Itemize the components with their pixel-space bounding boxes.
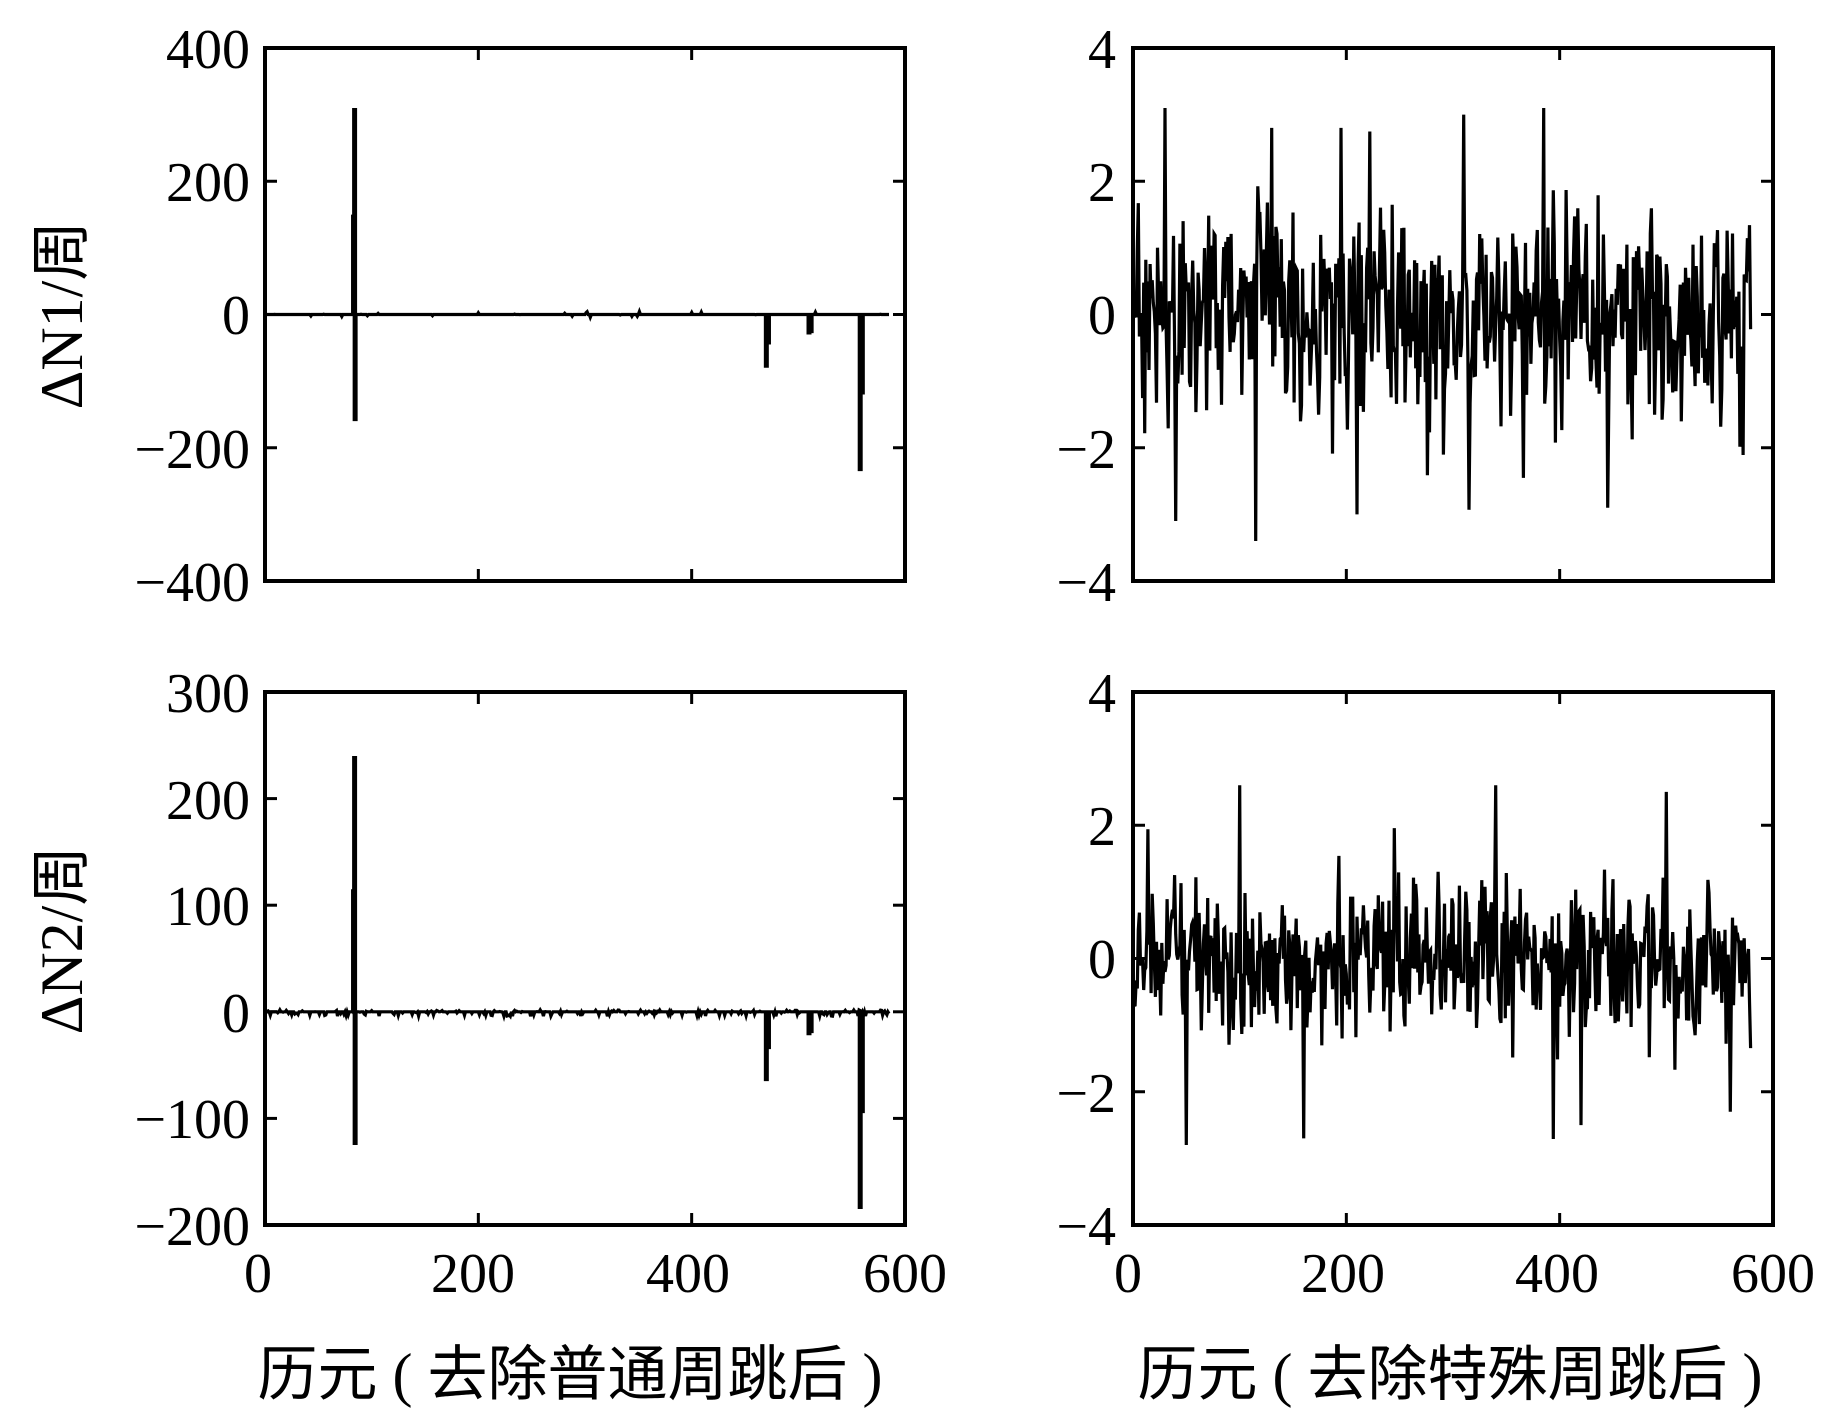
panel-bottom-left: 300 200 100 0 −100 −200 0 200 400 600 ΔN… [29, 663, 947, 1408]
y-tick-label: 2 [1088, 152, 1116, 214]
y-tick-label: −200 [134, 419, 250, 481]
x-tick-label: 600 [863, 1243, 947, 1305]
series-line [1131, 785, 1753, 1146]
x-tick-label: 200 [431, 1243, 515, 1305]
series-delta-n1-cleaned [1131, 107, 1753, 542]
y-axis-label: ΔN1/周 [29, 221, 95, 410]
series-line [263, 1005, 891, 1023]
ticks [263, 46, 907, 583]
ticks [1131, 46, 1775, 583]
x-tick-label: 600 [1731, 1243, 1815, 1305]
x-axis-label: 历元 ( 去除特殊周跳后 ) [1138, 1342, 1763, 1408]
y-axis-label: ΔN2/周 [29, 846, 95, 1035]
y-tick-label: 2 [1088, 796, 1116, 858]
series-delta-n2-raw [263, 755, 891, 1210]
x-axis-label: 历元 ( 去除普通周跳后 ) [258, 1342, 883, 1408]
y-tick-label: 0 [222, 285, 250, 347]
panel-top-right: 4 2 0 −2 −4 [1056, 19, 1775, 614]
x-tick-label: 400 [646, 1243, 730, 1305]
panel-top-left: 400 200 0 −200 −400 ΔN1/周 [29, 19, 907, 614]
y-tick-label: −400 [134, 552, 250, 614]
x-tick-label: 0 [244, 1243, 272, 1305]
x-tick-label: 200 [1301, 1243, 1385, 1305]
series-delta-n1-raw [265, 107, 889, 472]
x-tick-label: 400 [1515, 1243, 1599, 1305]
y-tick-label: 400 [166, 19, 250, 81]
x-tick-label: 0 [1114, 1243, 1142, 1305]
ticks [263, 690, 907, 1227]
y-tick-label: 200 [166, 770, 250, 832]
y-tick-label: 300 [166, 663, 250, 725]
y-tick-label: 200 [166, 152, 250, 214]
y-tick-label: 0 [1088, 285, 1116, 347]
y-tick-label: −4 [1056, 1196, 1116, 1258]
panel-bottom-right: 4 2 0 −2 −4 0 200 400 600 历元 ( 去除特殊周跳后 ) [1056, 663, 1815, 1408]
y-tick-label: −2 [1056, 419, 1116, 481]
series-delta-n2-cleaned [1131, 785, 1753, 1146]
y-tick-label: −100 [134, 1089, 250, 1151]
y-tick-label: −2 [1056, 1063, 1116, 1125]
ticks [1131, 690, 1775, 1227]
axes-frame [263, 690, 907, 1227]
y-tick-label: 0 [222, 983, 250, 1045]
y-tick-label: 4 [1088, 19, 1116, 81]
y-tick-label: 100 [166, 876, 250, 938]
series-line [1131, 107, 1753, 542]
y-tick-label: −4 [1056, 552, 1116, 614]
y-tick-label: 0 [1088, 929, 1116, 991]
y-tick-label: −200 [134, 1196, 250, 1258]
y-tick-label: 4 [1088, 663, 1116, 725]
series-line [265, 306, 889, 322]
